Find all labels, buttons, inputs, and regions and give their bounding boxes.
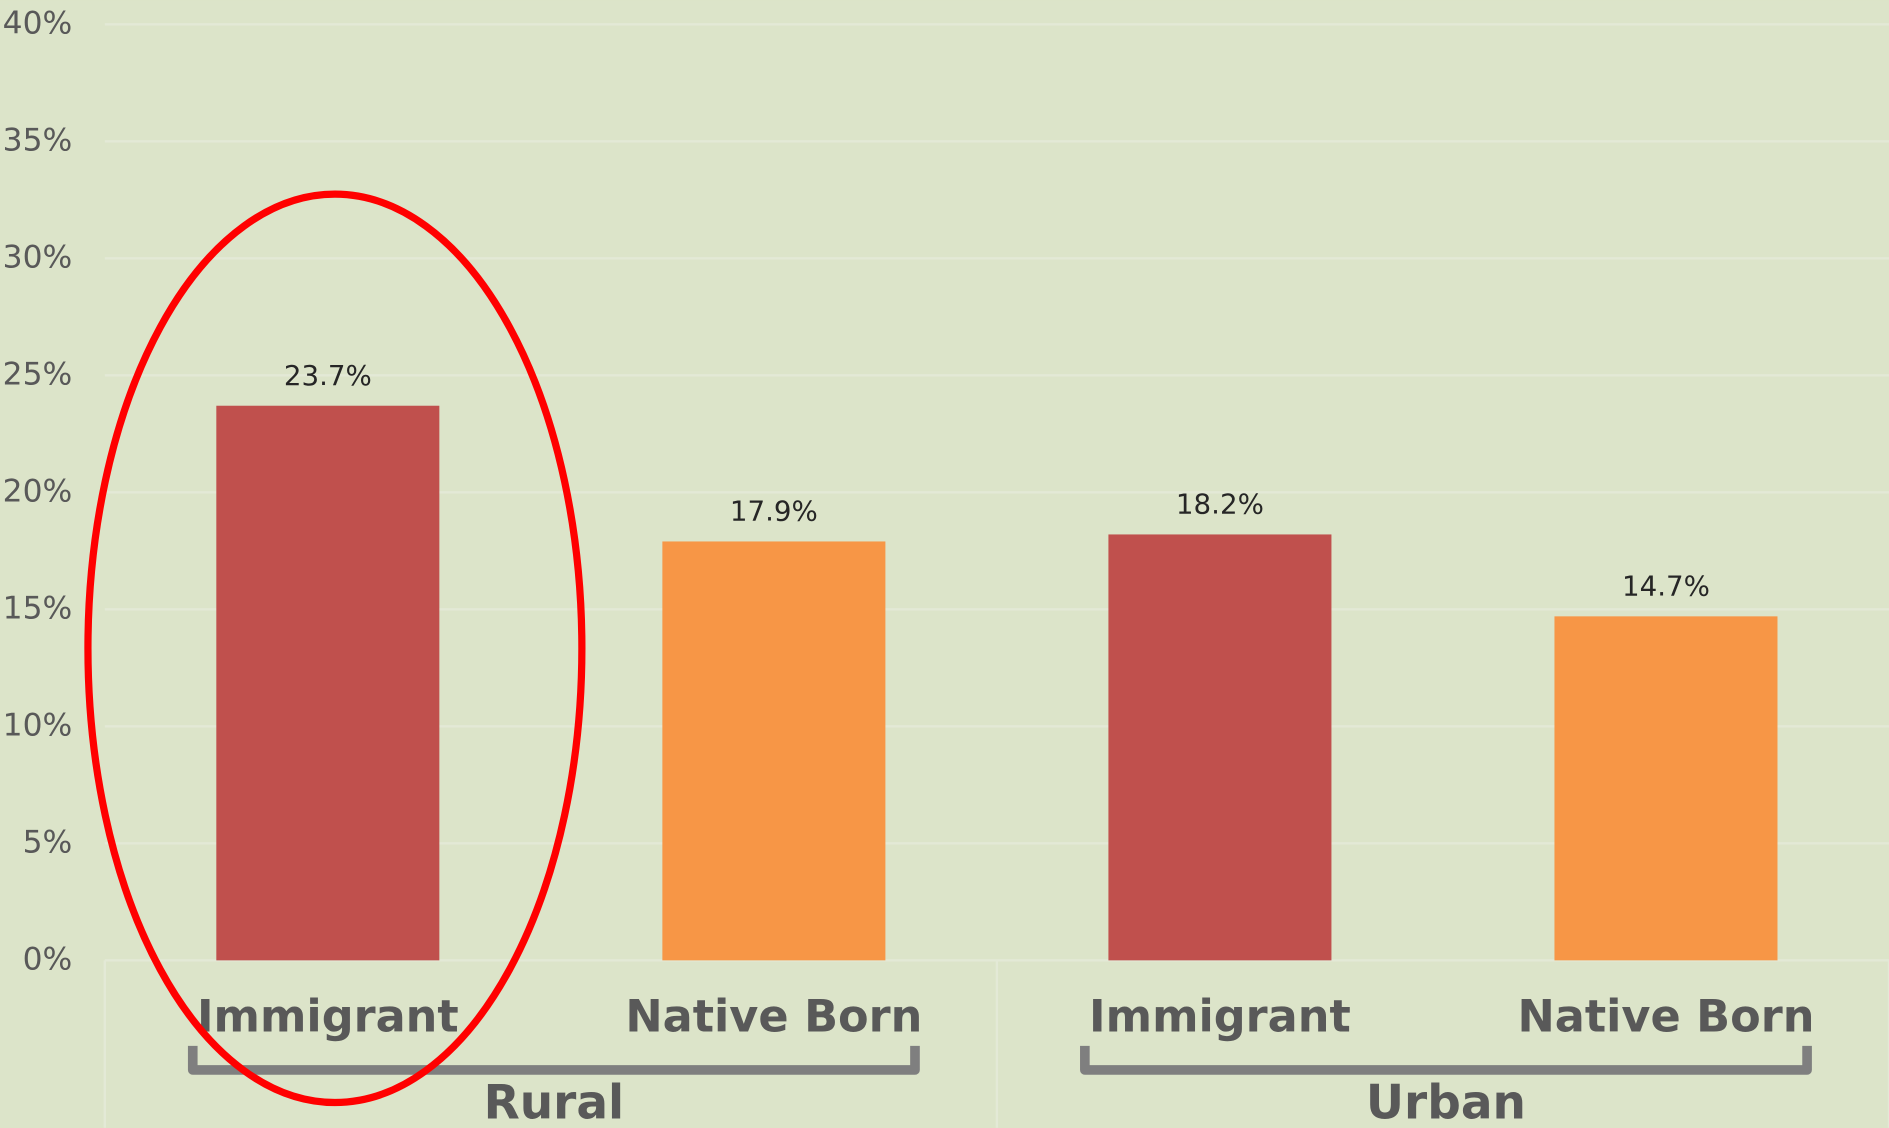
group-bracket — [1080, 1045, 1812, 1075]
bar — [1554, 616, 1778, 961]
group-label: Rural — [484, 1076, 625, 1128]
group-label: Urban — [1366, 1076, 1526, 1128]
highlight-ellipse — [84, 190, 586, 1107]
value-label: 18.2% — [1176, 488, 1264, 521]
y-tick-label: 0% — [23, 941, 73, 977]
y-tick-label: 10% — [3, 707, 73, 743]
y-tick-label: 35% — [3, 122, 73, 158]
y-tick-label: 20% — [3, 473, 73, 509]
y-tick-label: 30% — [3, 239, 73, 275]
x-tick-label: Native Born — [625, 990, 922, 1042]
x-tick-label: Immigrant — [197, 990, 459, 1042]
value-label: 14.7% — [1622, 569, 1710, 602]
x-tick-label: Native Born — [1517, 990, 1814, 1042]
y-tick-label: 40% — [3, 5, 73, 41]
y-tick-label: 25% — [3, 356, 73, 392]
group-bracket — [187, 1045, 920, 1075]
bar — [216, 405, 440, 961]
y-tick-label: 15% — [3, 590, 73, 626]
bar — [662, 541, 886, 961]
x-tick-label: Immigrant — [1089, 990, 1351, 1042]
value-label: 23.7% — [284, 359, 372, 392]
value-label: 17.9% — [730, 495, 818, 528]
bar — [1108, 534, 1332, 961]
y-tick-label: 5% — [23, 824, 73, 860]
